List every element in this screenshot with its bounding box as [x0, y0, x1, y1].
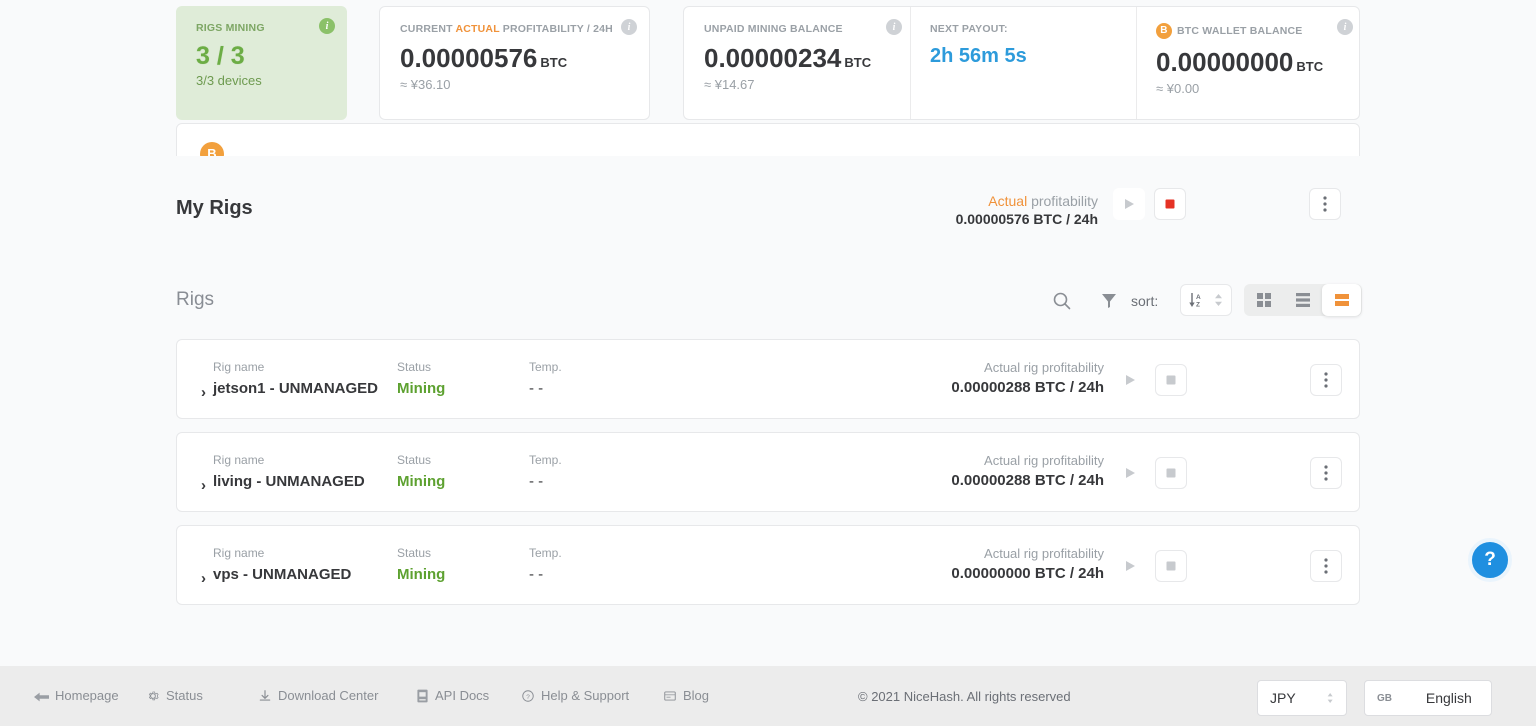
svg-text:Z: Z	[1196, 302, 1200, 309]
svg-text:A: A	[1196, 294, 1201, 301]
svg-text:?: ?	[526, 694, 530, 701]
